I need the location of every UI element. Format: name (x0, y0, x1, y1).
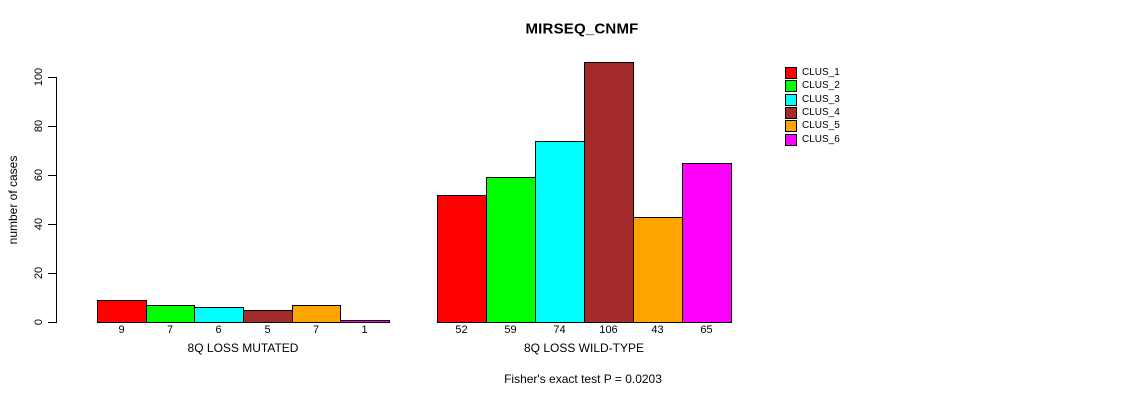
bar-value-label: 52 (455, 324, 468, 336)
bar-clus_2-group2 (486, 177, 536, 323)
y-axis-tick (48, 77, 56, 78)
legend-item: CLUS_1 (785, 66, 840, 79)
legend-item-label: CLUS_2 (802, 80, 840, 91)
bar-clus_5-group1 (292, 305, 341, 323)
bar-value-label: 43 (651, 324, 664, 336)
x-axis-group-label: 8Q LOSS WILD-TYPE (523, 341, 645, 355)
legend-item: CLUS_4 (785, 106, 840, 119)
bar-value-label: 7 (312, 324, 320, 336)
legend-item: CLUS_2 (785, 79, 840, 92)
y-axis-tick (48, 322, 56, 323)
y-axis-label: number of cases (6, 155, 20, 245)
legend-item-label: CLUS_4 (802, 107, 840, 118)
bar-value-label: 7 (166, 324, 174, 336)
y-axis-tick (48, 273, 56, 274)
legend-item-label: CLUS_1 (802, 67, 840, 78)
y-axis-tick (48, 175, 56, 176)
y-axis-tick (48, 224, 56, 225)
bar-value-label: 106 (599, 324, 618, 336)
legend-swatch (785, 106, 797, 119)
y-axis-tick (48, 126, 56, 127)
bar-clus_1-group1 (97, 300, 147, 323)
legend-item: CLUS_6 (785, 133, 840, 146)
legend-swatch (785, 119, 797, 132)
y-axis-tick-label: 0 (33, 318, 45, 326)
chart-title: MIRSEQ_CNMF (525, 20, 639, 38)
legend-item: CLUS_3 (785, 93, 840, 106)
legend-item: CLUS_5 (785, 119, 840, 132)
fisher-test-annotation: Fisher's exact test P = 0.0203 (504, 372, 662, 386)
bar-clus_1-group2 (437, 195, 487, 323)
bar-value-label: 9 (118, 324, 125, 336)
legend-swatch (785, 133, 797, 146)
y-axis-tick-label: 40 (33, 217, 45, 231)
legend-item-label: CLUS_5 (802, 120, 840, 131)
y-axis-tick-label: 20 (33, 266, 45, 280)
x-axis-group-label: 8Q LOSS MUTATED (187, 341, 299, 355)
legend-swatch (785, 93, 797, 106)
bar-value-label: 65 (700, 324, 713, 336)
legend-item-label: CLUS_3 (802, 94, 840, 105)
y-axis-line (56, 77, 57, 323)
bar-clus_3-group2 (535, 141, 585, 323)
bar-value-label: 1 (361, 324, 368, 336)
bar-value-label: 59 (504, 324, 517, 336)
bar-value-label: 74 (553, 324, 566, 336)
bar-value-label: 5 (264, 324, 271, 336)
bar-value-label: 6 (215, 324, 222, 336)
bar-clus_5-group2 (633, 217, 683, 323)
bar-clus_6-group1 (340, 320, 390, 323)
y-axis-tick-label: 60 (33, 168, 45, 182)
y-axis-tick-label: 100 (33, 67, 45, 87)
legend-item-label: CLUS_6 (802, 134, 840, 145)
bar-clus_3-group1 (194, 307, 244, 323)
legend-swatch (785, 79, 797, 92)
bar-clus_4-group2 (584, 62, 634, 323)
bar-clus_4-group1 (243, 310, 293, 323)
y-axis-tick-label: 80 (33, 119, 45, 133)
legend-swatch (785, 66, 797, 79)
bar-clus_6-group2 (682, 163, 732, 323)
bar-clus_2-group1 (146, 305, 195, 323)
